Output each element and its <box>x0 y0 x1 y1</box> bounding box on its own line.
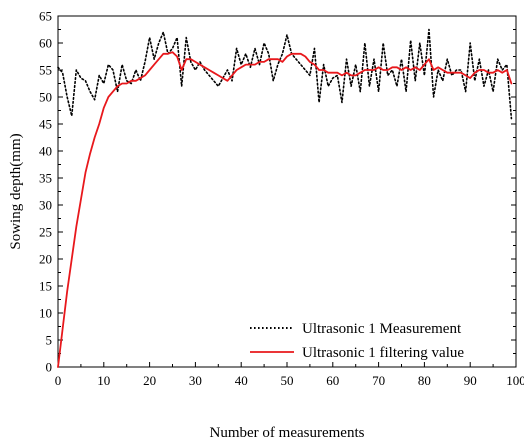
y-tick-label: 30 <box>39 198 52 213</box>
y-tick-label: 15 <box>39 279 52 294</box>
y-tick-label: 20 <box>39 252 52 267</box>
y-tick-label: 0 <box>46 360 53 375</box>
y-tick-label: 65 <box>39 9 52 24</box>
legend-label-1: Ultrasonic 1 Measurement <box>302 321 462 337</box>
plot-frame <box>57 15 517 368</box>
y-tick-label: 50 <box>39 90 52 105</box>
x-tick-label: 70 <box>372 373 385 388</box>
series-line-1 <box>57 28 513 120</box>
legend-label-2: Ultrasonic 1 filtering value <box>302 345 464 361</box>
x-tick-label: 90 <box>464 373 477 388</box>
y-tick-label: 35 <box>39 171 52 186</box>
x-tick-label: 0 <box>55 373 62 388</box>
x-tick-label: 80 <box>418 373 431 388</box>
x-tick-label: 50 <box>281 373 294 388</box>
y-tick-label: 55 <box>39 63 52 78</box>
y-tick-label: 5 <box>46 333 53 348</box>
y-tick-label: 60 <box>39 36 52 51</box>
y-tick-label: 25 <box>39 225 52 240</box>
x-tick-label: 30 <box>189 373 202 388</box>
y-axis-title: Sowing depth(mm) <box>8 133 24 249</box>
x-tick-label: 60 <box>326 373 339 388</box>
y-tick-label: 10 <box>39 306 52 321</box>
series-line-2 <box>57 51 513 368</box>
y-tick-label: 40 <box>39 144 52 159</box>
x-tick-label: 40 <box>235 373 248 388</box>
x-tick-label: 10 <box>97 373 110 388</box>
x-axis-title: Number of measurements <box>210 425 365 441</box>
x-tick-label: 100 <box>506 373 524 388</box>
x-tick-label: 20 <box>143 373 156 388</box>
y-tick-label: 45 <box>39 117 52 132</box>
